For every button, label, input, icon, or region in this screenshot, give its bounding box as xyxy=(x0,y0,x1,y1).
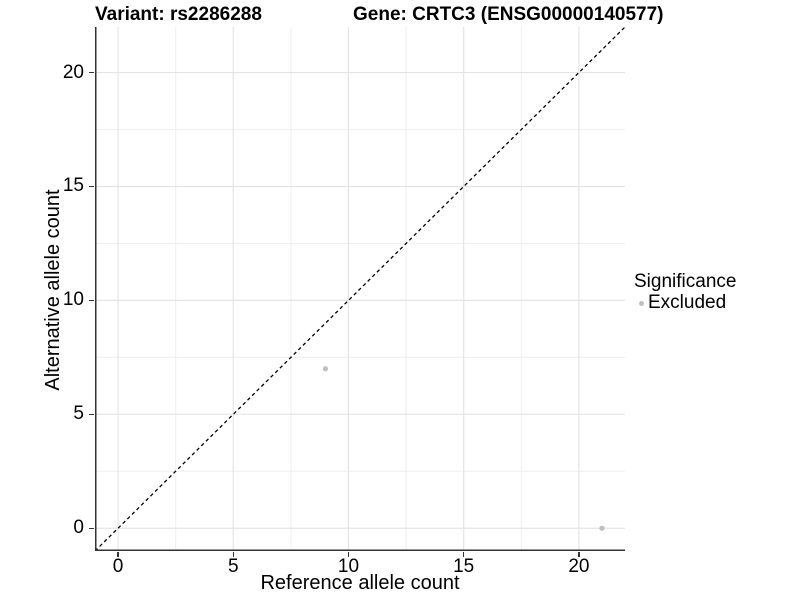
y-tick-label: 5 xyxy=(73,403,84,425)
y-tick-mark xyxy=(89,71,94,74)
x-tick-mark xyxy=(232,552,234,557)
y-tick-label: 20 xyxy=(62,61,84,83)
x-tick-mark xyxy=(463,552,465,557)
scatter-point xyxy=(599,525,605,531)
identity-line xyxy=(95,27,625,551)
y-tick-label: 0 xyxy=(73,517,84,539)
x-tick-label: 5 xyxy=(227,556,239,577)
y-tick-label: 10 xyxy=(62,289,84,311)
plot-canvas xyxy=(95,27,625,551)
x-tick-label: 10 xyxy=(337,556,360,577)
y-tick-mark xyxy=(89,413,94,415)
x-tick-label: 0 xyxy=(112,556,124,577)
x-tick-label: 15 xyxy=(453,556,475,577)
x-tick-mark xyxy=(578,552,580,557)
x-axis-title: Reference allele count xyxy=(260,572,460,594)
y-tick-mark xyxy=(89,185,94,188)
x-tick-mark xyxy=(347,552,350,557)
plot-title-gene: Gene: CRTC3 (ENSG00000140577) xyxy=(353,4,664,25)
x-tick-label: 20 xyxy=(568,556,590,577)
y-tick-mark xyxy=(89,299,94,302)
legend-key-dot xyxy=(638,300,644,306)
y-tick-mark xyxy=(89,527,94,529)
plot-title-variant: Variant: rs2286288 xyxy=(95,4,262,25)
plot-panel xyxy=(95,27,625,551)
legend: Significance Excluded xyxy=(634,271,736,313)
legend-item: Excluded xyxy=(634,293,736,313)
scatter-point xyxy=(322,366,329,372)
legend-key xyxy=(634,294,648,312)
y-tick-label: 15 xyxy=(62,175,84,197)
x-tick-mark xyxy=(117,552,119,557)
legend-title: Significance xyxy=(634,271,737,292)
legend-item-label: Excluded xyxy=(648,292,727,313)
